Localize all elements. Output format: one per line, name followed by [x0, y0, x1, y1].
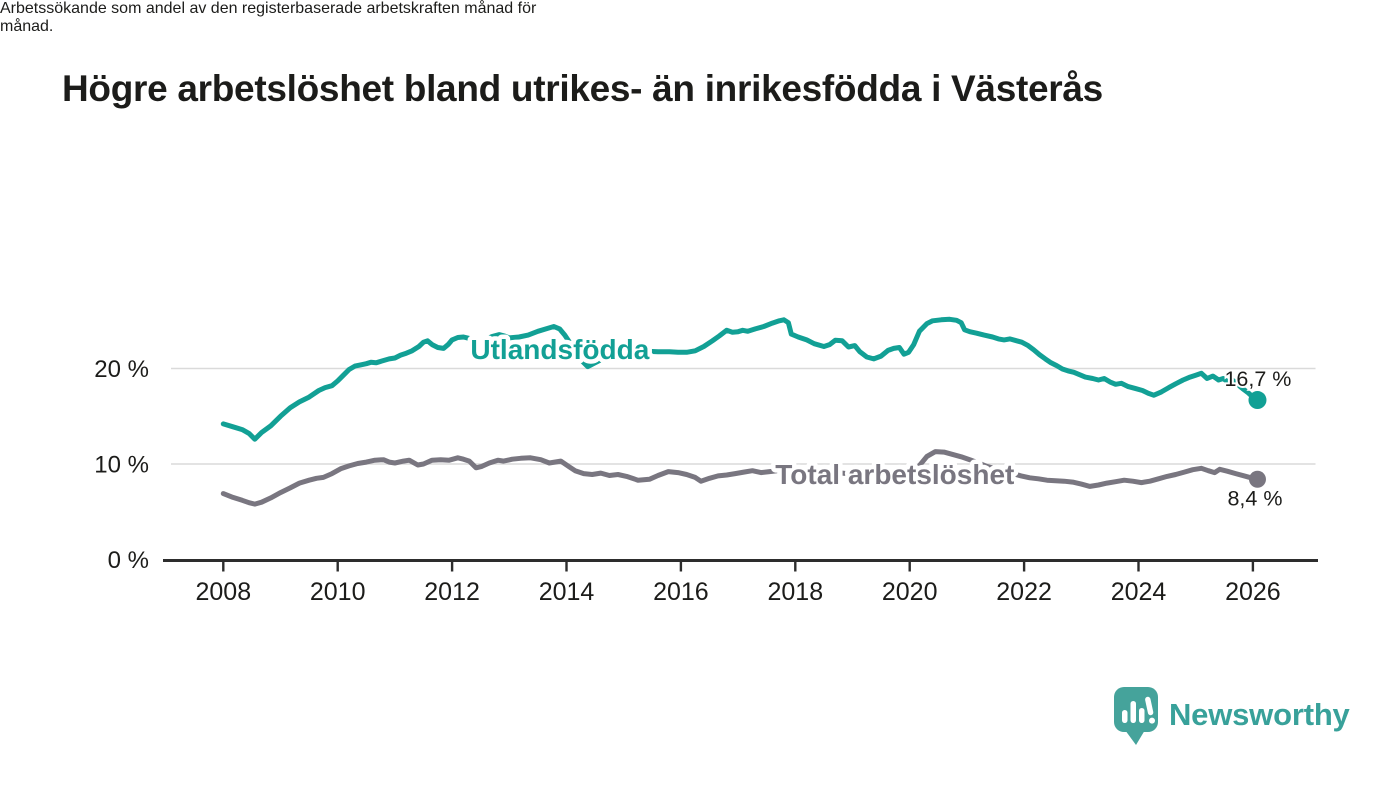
x-axis-tick-label: 2016	[653, 578, 709, 606]
series-end-value-total: 8,4 %	[1227, 486, 1282, 510]
logo-bubble-tail	[1125, 730, 1145, 745]
y-axis-tick-label: 0 %	[108, 547, 149, 574]
x-axis-tick-label: 2024	[1111, 578, 1167, 606]
x-axis-tick-label: 2014	[539, 578, 595, 606]
x-axis-tick-label: 2022	[996, 578, 1052, 606]
brand-footer: Newsworthy	[1112, 684, 1350, 746]
chart-subtitle-line-1: Arbetssökande som andel av den registerb…	[0, 0, 537, 17]
x-axis-tick-label: 2018	[767, 578, 823, 606]
x-axis-tick-label: 2020	[882, 578, 938, 606]
logo-bar-tall	[1130, 701, 1136, 723]
logo-exclamation-stroke	[1145, 696, 1154, 716]
logo-bar-medium	[1139, 708, 1145, 723]
series-label-total: Total arbetslöshet	[775, 459, 1014, 490]
logo-exclamation-dot	[1149, 717, 1155, 724]
x-axis-tick-label: 2010	[310, 578, 366, 606]
y-axis-tick-label: 20 %	[94, 356, 149, 383]
speech-bubble-bar-chart-icon	[1114, 687, 1158, 745]
series-end-dot-foreign-born	[1248, 391, 1267, 410]
series-label-foreign-born: Utlandsfödda	[470, 334, 649, 365]
x-axis-tick-label: 2008	[195, 578, 251, 606]
chart-title: Högre arbetslöshet bland utrikes- än inr…	[62, 68, 1103, 109]
series-end-value-foreign-born: 16,7 %	[1224, 367, 1291, 391]
chart-subtitle-line-2: månad.	[0, 18, 54, 35]
brand-name: Newsworthy	[1169, 697, 1350, 732]
series-end-dot-total	[1248, 470, 1266, 488]
x-axis-tick-label: 2012	[424, 578, 480, 606]
x-axis-tick-label: 2026	[1225, 578, 1281, 606]
series-line-total	[220, 449, 1260, 507]
series-line-foreign-born	[220, 316, 1260, 442]
logo-bar-short	[1122, 710, 1128, 723]
y-axis-tick-label: 10 %	[94, 452, 149, 479]
